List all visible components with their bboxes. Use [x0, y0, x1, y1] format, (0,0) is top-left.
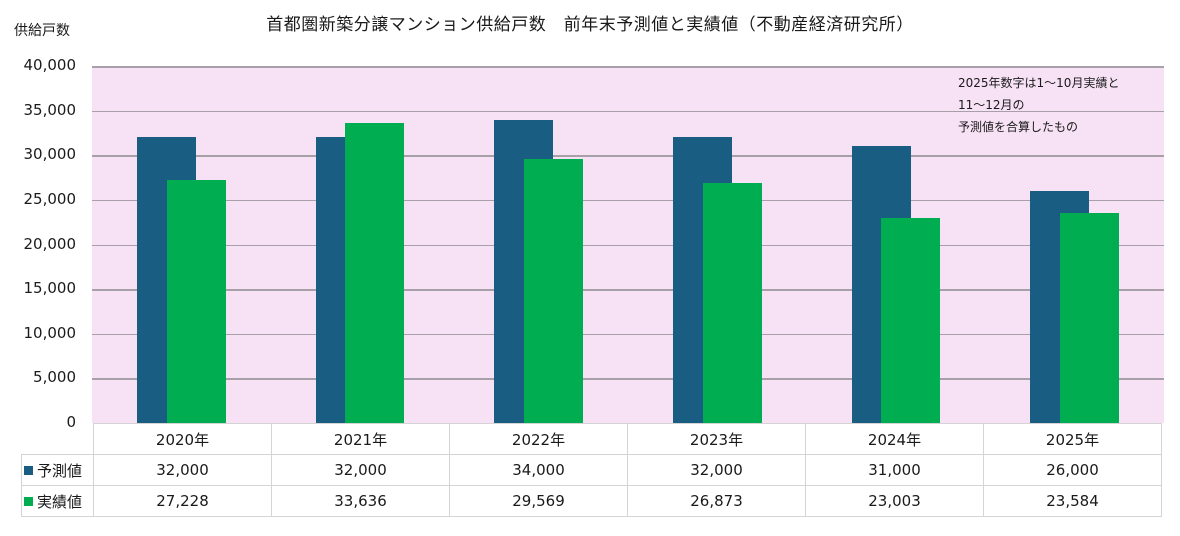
table-value-cell: 26,873 — [627, 485, 806, 517]
gridline — [92, 199, 1164, 202]
gridline — [92, 244, 1164, 246]
legend-swatch-predicted-icon — [24, 465, 33, 475]
table-category-cell: 2023年 — [627, 423, 806, 455]
y-tick-label: 35,000 — [23, 100, 77, 119]
annotation-line: 11～12月の — [958, 98, 1025, 112]
legend-swatch-actual-icon — [24, 496, 33, 506]
y-tick-label: 20,000 — [23, 234, 77, 253]
y-tick-label: 40,000 — [23, 56, 77, 74]
gridline — [92, 289, 1164, 291]
table-value-cell: 32,000 — [93, 454, 272, 486]
annotation-note: 2025年数字は1～10月実績と 11～12月の 予測値を合算したもの — [958, 72, 1119, 138]
gridline — [92, 333, 1164, 336]
table-value-cell: 33,636 — [271, 485, 450, 517]
annotation-line: 予測値を合算したもの — [958, 120, 1079, 134]
table-value-cell: 23,003 — [805, 485, 984, 517]
table-row-actual: 実績値 27,228 33,636 29,569 26,873 23,003 23,584 — [21, 485, 1162, 517]
bar-actual — [523, 159, 583, 423]
table-category-cell: 2021年 — [271, 423, 450, 455]
table-category-cell: 2024年 — [805, 423, 984, 455]
legend-predicted: 予測値 — [21, 454, 94, 486]
bar-actual — [166, 180, 226, 423]
bar-actual — [881, 217, 941, 423]
legend-actual: 実績値 — [21, 485, 94, 517]
gridline — [92, 66, 1164, 68]
table-value-cell: 34,000 — [449, 454, 628, 486]
data-table: 2020年 2021年 2022年 2023年 2024年 2025年 予測値 32,00… — [21, 423, 1162, 517]
y-tick-label: 25,000 — [23, 189, 77, 208]
bar-actual — [702, 183, 762, 423]
bar-actual — [1059, 212, 1119, 423]
table-value-cell: 32,000 — [271, 454, 450, 486]
annotation-line: 2025年数字は1～10月実績と — [958, 76, 1120, 90]
table-corner — [21, 423, 94, 455]
y-tick-label: 5,000 — [33, 368, 76, 387]
table-value-cell: 32,000 — [627, 454, 806, 486]
table-value-cell: 26,000 — [983, 454, 1162, 486]
y-tick-label: 30,000 — [23, 145, 77, 164]
table-value-cell: 31,000 — [805, 454, 984, 486]
table-value-cell: 29,569 — [449, 485, 628, 517]
table-category-cell: 2025年 — [983, 423, 1162, 455]
gridline — [92, 378, 1164, 380]
plot-area: 2025年数字は1～10月実績と 11～12月の 予測値を合算したもの — [92, 66, 1164, 423]
y-axis-label: 供給戸数 — [14, 23, 70, 39]
bar-actual — [345, 122, 405, 423]
gridline — [92, 110, 1164, 113]
table-header-row: 2020年 2021年 2022年 2023年 2024年 2025年 — [21, 423, 1162, 455]
gridline — [92, 155, 1164, 157]
y-tick-label: 10,000 — [23, 323, 77, 342]
table-value-cell: 23,584 — [983, 485, 1162, 517]
chart-title: 首都圏新築分譲マンション供給戸数 前年末予測値と実績値（不動産経済研究所） — [266, 15, 914, 35]
table-category-cell: 2020年 — [93, 423, 272, 455]
table-value-cell: 27,228 — [93, 485, 272, 517]
y-tick-label: 0 — [66, 413, 76, 431]
table-category-cell: 2022年 — [449, 423, 628, 455]
table-row-predicted: 予測値 32,000 32,000 34,000 32,000 31,000 26,000 — [21, 454, 1162, 486]
y-tick-label: 15,000 — [23, 279, 77, 298]
